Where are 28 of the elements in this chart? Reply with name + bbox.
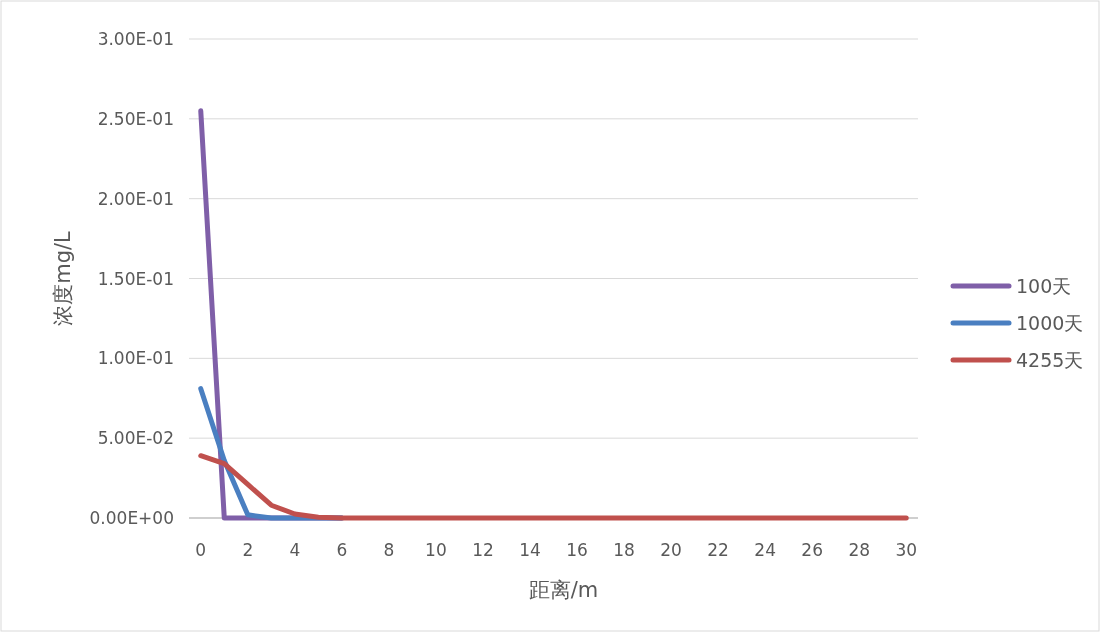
x-tick-label: 16 — [566, 540, 588, 560]
x-tick-label: 4 — [289, 540, 301, 560]
y-tick-label: 0.00E+00 — [89, 508, 174, 528]
y-tick-label: 2.00E-01 — [97, 188, 174, 209]
y-tick-label: 3.00E-01 — [97, 29, 174, 49]
legend-label: 100天 — [1016, 275, 1072, 297]
x-tick-label: 30 — [895, 540, 918, 560]
x-tick-label: 12 — [472, 540, 494, 560]
y-tick-label: 2.50E-01 — [97, 108, 174, 129]
x-tick-label: 6 — [336, 540, 348, 560]
x-tick-label: 28 — [848, 540, 871, 560]
y-tick-label: 5.00E-02 — [97, 428, 174, 449]
x-tick-label: 18 — [613, 540, 635, 560]
x-tick-label: 8 — [383, 540, 395, 560]
x-tick-label: 24 — [754, 540, 776, 560]
x-tick-label: 20 — [660, 540, 682, 560]
x-axis-title: 距离/m — [528, 578, 599, 602]
legend-label: 4255天 — [1016, 349, 1084, 371]
x-tick-label: 14 — [519, 540, 541, 560]
x-tick-label: 22 — [707, 540, 729, 560]
y-tick-label: 1.50E-01 — [97, 268, 174, 289]
x-tick-label: 10 — [425, 540, 447, 560]
y-tick-label: 1.00E-01 — [97, 348, 174, 369]
legend-label: 1000天 — [1016, 312, 1084, 334]
x-tick-label: 26 — [801, 540, 823, 560]
y-axis-title: 浓度mg/L — [51, 230, 75, 326]
x-tick-label: 2 — [242, 540, 254, 560]
x-tick-label: 0 — [195, 540, 207, 560]
